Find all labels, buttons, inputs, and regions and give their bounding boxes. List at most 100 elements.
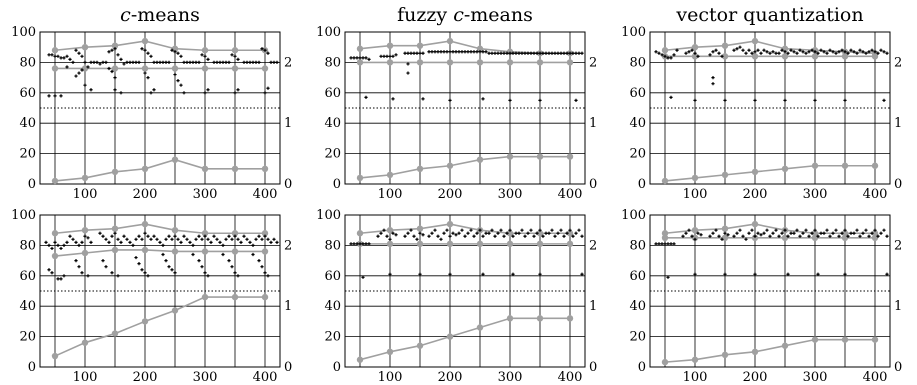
accuracy-point xyxy=(200,53,204,57)
accuracy-point xyxy=(726,233,730,237)
y-tick-label: 0 xyxy=(28,360,36,375)
chart-panel-5: 0 20 40 60 80 100 0 1 2 100 200 300 400 xyxy=(316,208,597,385)
accuracy-point xyxy=(194,60,198,64)
series-point xyxy=(476,240,484,248)
accuracy-point xyxy=(493,234,497,238)
accuracy-point xyxy=(80,240,84,244)
series-point xyxy=(811,234,819,241)
accuracy-point xyxy=(104,60,108,64)
y-tick-label: 0 xyxy=(28,177,36,192)
series-point xyxy=(416,59,424,66)
series-point xyxy=(661,234,669,241)
series-point xyxy=(141,37,149,45)
accuracy-point xyxy=(128,60,132,64)
accuracy-point xyxy=(197,259,201,263)
accuracy-point xyxy=(257,234,261,238)
accuracy-point xyxy=(71,60,75,64)
accuracy-point xyxy=(789,48,793,52)
accuracy-point xyxy=(146,234,150,238)
series-point xyxy=(111,246,119,254)
accuracy-point xyxy=(406,51,410,55)
x-tick-label: 400 xyxy=(863,187,888,202)
series-point xyxy=(811,336,819,343)
accuracy-point xyxy=(272,60,276,64)
series-point xyxy=(141,165,149,172)
accuracy-point xyxy=(385,234,389,238)
accuracy-point xyxy=(535,231,539,235)
accuracy-point xyxy=(170,48,174,52)
accuracy-point xyxy=(266,86,270,90)
accuracy-point xyxy=(669,56,673,60)
y-tick-label: 80 xyxy=(324,238,341,253)
y-tick-label: 20 xyxy=(324,330,341,345)
series-point xyxy=(506,240,514,248)
accuracy-point xyxy=(496,51,500,55)
accuracy-point xyxy=(59,277,63,281)
accuracy-point xyxy=(104,237,108,241)
series-point xyxy=(566,153,574,160)
accuracy-point xyxy=(251,252,255,257)
accuracy-point xyxy=(669,95,673,99)
accuracy-point xyxy=(837,234,841,238)
accuracy-point xyxy=(663,54,667,58)
accuracy-point xyxy=(693,51,697,55)
accuracy-point xyxy=(197,234,201,238)
accuracy-point xyxy=(783,98,787,102)
accuracy-point xyxy=(813,50,817,54)
accuracy-point xyxy=(550,51,554,55)
series-point xyxy=(691,356,699,363)
accuracy-point xyxy=(116,274,120,278)
accuracy-point xyxy=(74,74,78,78)
accuracy-point xyxy=(421,97,425,101)
accuracy-point xyxy=(714,48,718,52)
y-tick-label: 80 xyxy=(629,238,646,253)
accuracy-point xyxy=(62,274,66,278)
accuracy-point xyxy=(218,240,222,244)
accuracy-point xyxy=(565,51,569,55)
accuracy-point xyxy=(798,234,802,238)
series-point xyxy=(476,45,484,52)
x-tick-label: 400 xyxy=(558,370,583,385)
series-line-3 xyxy=(359,317,570,361)
accuracy-point xyxy=(568,228,572,232)
accuracy-point xyxy=(382,228,386,232)
series-point xyxy=(416,165,424,172)
accuracy-point xyxy=(816,234,820,238)
accuracy-point xyxy=(792,231,796,235)
accuracy-point xyxy=(358,56,362,60)
accuracy-point xyxy=(53,94,57,98)
accuracy-point xyxy=(813,98,817,102)
chart-panel-3: vector quantization 0 20 40 60 80 100 0 1 2 100 200… xyxy=(621,4,902,202)
accuracy-point xyxy=(562,51,566,55)
accuracy-point xyxy=(176,79,180,83)
accuracy-point xyxy=(104,265,108,269)
accuracy-point xyxy=(221,243,225,247)
accuracy-point xyxy=(146,274,150,278)
accuracy-point xyxy=(855,51,859,55)
accuracy-point xyxy=(696,54,700,58)
x-tick-label: 400 xyxy=(253,187,278,202)
accuracy-point xyxy=(53,54,57,58)
accuracy-point xyxy=(143,48,147,52)
accuracy-point xyxy=(134,237,138,241)
series-point xyxy=(201,248,209,255)
accuracy-point xyxy=(116,237,120,241)
accuracy-point xyxy=(666,56,670,60)
accuracy-point xyxy=(77,243,81,247)
accuracy-point xyxy=(819,231,823,235)
accuracy-point xyxy=(254,237,258,241)
accuracy-point xyxy=(77,265,81,269)
accuracy-point xyxy=(65,240,69,244)
series-point xyxy=(111,168,119,176)
accuracy-point xyxy=(152,234,156,238)
accuracy-point xyxy=(56,277,60,281)
accuracy-point xyxy=(409,51,413,55)
series-point xyxy=(661,230,669,237)
chart-panel-4: 0 20 40 60 80 100 0 1 2 100 200 300 400 xyxy=(11,208,292,385)
accuracy-point xyxy=(681,234,685,238)
accuracy-point xyxy=(436,234,440,238)
accuracy-point xyxy=(882,98,886,102)
accuracy-point xyxy=(529,51,533,55)
accuracy-point xyxy=(660,53,664,57)
accuracy-point xyxy=(86,274,90,278)
